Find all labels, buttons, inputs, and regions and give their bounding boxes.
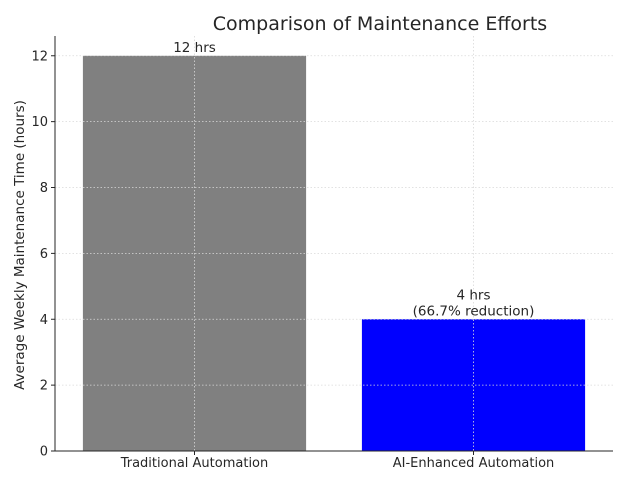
bars xyxy=(82,55,586,452)
bar-data-label: 12 hrs xyxy=(173,40,216,56)
y-tick-label: 0 xyxy=(40,445,48,460)
bar-data-label: 4 hrs xyxy=(456,287,490,303)
axes: 0 2 4 6 8 10 12 Traditional Automation AI-Enhanc… xyxy=(31,36,613,471)
y-tick-label: 8 xyxy=(40,181,48,196)
data-labels: 12 hrs 4 hrs(66.7% reduction) xyxy=(173,40,534,319)
bar-data-label: (66.7% reduction) xyxy=(413,303,535,319)
y-tick-label: 4 xyxy=(40,313,48,328)
grid xyxy=(55,36,613,451)
y-axis-label: Average Weekly Maintenance Time (hours) xyxy=(12,100,28,390)
y-tick-label: 10 xyxy=(31,115,48,130)
x-tick-label: Traditional Automation xyxy=(120,456,269,471)
x-tick-label: AI-Enhanced Automation xyxy=(393,456,555,471)
chart-title: Comparison of Maintenance Efforts xyxy=(213,13,547,35)
y-tick-label: 12 xyxy=(31,49,48,64)
y-tick-label: 2 xyxy=(40,379,48,394)
y-tick-label: 6 xyxy=(40,247,48,262)
